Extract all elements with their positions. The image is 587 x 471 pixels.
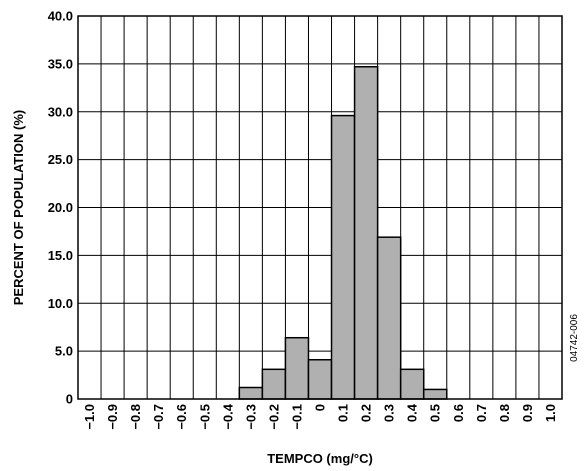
x-tick-label: −0.1 [289, 404, 304, 430]
histogram-bar [238, 386, 264, 400]
y-tick-label: 10.0 [48, 296, 73, 311]
y-tick-label: 15.0 [48, 248, 73, 263]
y-tick-label: 5.0 [55, 344, 73, 359]
histogram-bar [261, 368, 287, 400]
histogram-bar [422, 388, 448, 400]
y-tick-label: 20.0 [48, 200, 73, 215]
x-tick-label: −0.5 [197, 404, 212, 430]
figure-code: 04742-006 [569, 314, 580, 362]
x-tick-label: −0.9 [105, 404, 120, 430]
y-axis-title: PERCENT OF POPULATION (%) [11, 110, 26, 305]
x-tick-label: 0 [313, 404, 328, 411]
y-tick-label: 40.0 [48, 9, 73, 24]
y-tick-label: 35.0 [48, 56, 73, 71]
x-tick-label: −0.7 [151, 404, 166, 430]
histogram-bar [353, 65, 379, 400]
histogram-bar [330, 114, 356, 400]
x-tick-label: 0.8 [497, 404, 512, 422]
x-tick-label: 0.3 [382, 404, 397, 422]
x-tick-label: 0.9 [520, 404, 535, 422]
y-tick-label: 30.0 [48, 104, 73, 119]
x-tick-label: −0.4 [220, 403, 235, 429]
grid-lines [78, 16, 562, 399]
x-axis-title: TEMPCO (mg/°C) [267, 451, 373, 466]
x-tick-label: 1.0 [543, 404, 558, 422]
x-tick-label: 0.6 [451, 404, 466, 422]
x-tick-label: −0.6 [174, 404, 189, 430]
x-tick-label: 0.2 [359, 404, 374, 422]
x-tick-label: −0.3 [243, 404, 258, 430]
histogram-bar [399, 368, 425, 400]
histogram-bar [376, 236, 402, 400]
x-tick-label: 0.1 [336, 404, 351, 422]
y-tick-labels: 0 5.0 10.0 15.0 20.0 25.0 30.0 35.0 40.0 [48, 9, 73, 407]
histogram-bar [307, 358, 333, 400]
histogram-bar [284, 336, 310, 400]
bars [238, 65, 448, 400]
y-tick-label: 0 [66, 392, 73, 407]
x-tick-label: 0.4 [405, 403, 420, 422]
x-tick-label: −0.8 [128, 404, 143, 430]
y-tick-label: 25.0 [48, 152, 73, 167]
x-tick-labels: −1.0 −0.9 −0.8 −0.7 −0.6 −0.5 −0.4 −0.3 −0.2 −0.1… [82, 403, 558, 429]
x-tick-label: 0.5 [428, 404, 443, 422]
plot-frame [77, 15, 563, 400]
x-tick-label: −1.0 [82, 404, 97, 430]
x-tick-label: 0.7 [474, 404, 489, 422]
x-tick-label: −0.2 [266, 404, 281, 430]
